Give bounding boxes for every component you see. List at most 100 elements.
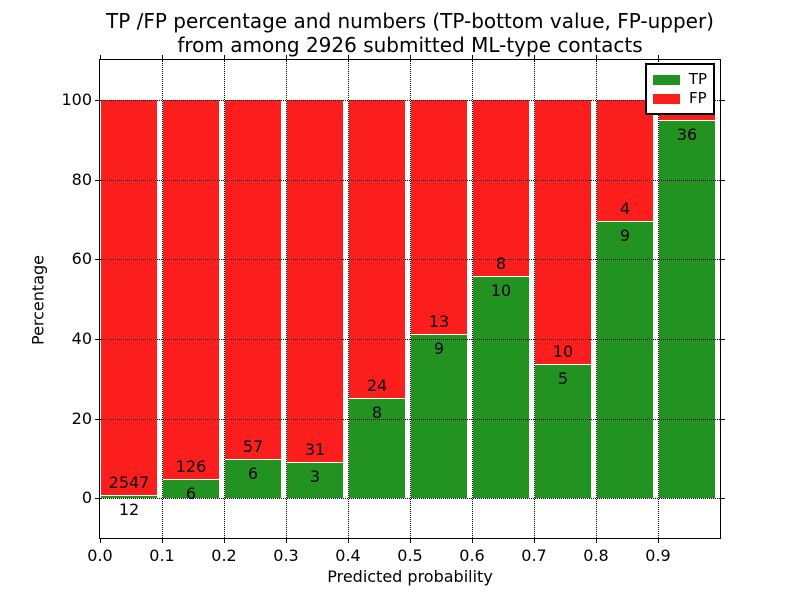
y-tick-label: 20 [71,408,92,428]
x-tick-label: 0.0 [87,546,113,565]
x-top-tick-mark [348,55,349,60]
fp-count-label: 2547 [108,473,150,493]
y-right-tick-mark [720,99,725,101]
h-gridline [100,259,720,261]
bar-fp-segment [597,99,653,223]
x-tick-mark [534,538,535,543]
x-tick-mark [472,538,473,543]
v-gridline [348,60,349,538]
tp-legend-label: TP [688,70,707,88]
bar-tp-segment [225,460,281,499]
h-gridline [100,179,720,181]
tp-count-label: 12 [118,500,140,520]
tp-count-label: 3 [309,467,321,487]
fp-count-label: 24 [366,375,388,395]
y-right-tick-mark [720,179,725,181]
bar-fp-segment [411,99,467,336]
tp-count-label: 6 [185,484,197,504]
tp-count-label: 6 [247,464,259,484]
bar-tp-segment [535,365,591,499]
v-gridline [472,60,473,538]
v-gridline [286,60,287,538]
x-axis-label: Predicted probability [327,567,493,586]
x-top-tick-mark [472,55,473,60]
x-top-tick-mark [534,55,535,60]
x-tick-label: 0.5 [397,546,423,565]
chart-title-line2: from among 2926 submitted ML-type contac… [177,33,643,57]
bar-fp-segment [163,99,219,481]
h-gridline [100,338,720,340]
legend-item-tp: TP [653,71,707,88]
fp-legend-swatch [653,93,680,104]
x-tick-mark [100,538,101,543]
tp-legend-swatch [653,74,680,85]
y-tick-label: 100 [61,89,92,109]
y-tick-mark [95,99,100,101]
bar-fp-segment [101,99,157,497]
y-tick-mark [95,498,100,500]
y-tick-mark [95,259,100,261]
x-top-tick-mark [162,55,163,60]
v-gridline [658,60,659,538]
v-gridline [410,60,411,538]
bar-fp-segment [349,99,405,399]
x-top-tick-mark [596,55,597,60]
fp-legend-label: FP [689,89,707,107]
x-tick-label: 0.1 [149,546,175,565]
bar-tp-segment [163,480,219,499]
x-tick-mark [658,538,659,543]
bar-fp-segment [473,99,529,277]
y-tick-label: 60 [71,249,92,269]
x-tick-label: 0.8 [583,546,609,565]
v-gridline [162,60,163,538]
y-tick-mark [95,179,100,181]
bar-tp-segment [597,222,653,499]
chart-title: TP /FP percentage and numbers (TP-bottom… [100,9,720,57]
y-tick-label: 0 [81,488,92,508]
x-tick-mark [286,538,287,543]
fp-count-label: 13 [428,312,450,332]
x-tick-mark [596,538,597,543]
y-tick-mark [95,338,100,340]
bar-fp-segment [225,99,281,461]
plot-area [98,58,721,539]
bar-tp-segment [101,496,157,499]
bar-tp-segment [659,120,715,499]
x-tick-label: 0.3 [273,546,299,565]
x-tick-mark [348,538,349,543]
fp-count-label: 31 [304,440,326,460]
tp-count-label: 9 [433,339,445,359]
fp-count-label: 10 [552,342,574,362]
bar-tp-segment [411,335,467,499]
x-tick-mark [162,538,163,543]
y-tick-label: 80 [71,169,92,189]
bar-tp-segment [473,276,529,499]
x-tick-label: 0.7 [521,546,547,565]
tp-count-label: 8 [371,402,383,422]
y-tick-mark [95,418,100,420]
x-top-tick-mark [658,55,659,60]
x-tick-label: 0.4 [335,546,361,565]
x-top-tick-mark [410,55,411,60]
tp-count-label: 5 [557,369,569,389]
x-top-tick-mark [100,55,101,60]
tp-count-label: 36 [676,124,698,144]
bar-fp-segment [287,99,343,463]
x-tick-label: 0.9 [645,546,671,565]
y-right-tick-mark [720,418,725,420]
v-gridline [534,60,535,538]
h-gridline [100,99,720,101]
tp-count-label: 9 [619,226,631,246]
chart-title-line1: TP /FP percentage and numbers (TP-bottom… [106,9,714,33]
fp-count-label: 57 [242,437,264,457]
legend-item-fp: FP [653,90,707,107]
bar-tp-segment [287,463,343,499]
bar-tp-segment [349,398,405,499]
tp-count-label: 10 [490,280,512,300]
x-tick-mark [410,538,411,543]
v-gridline [596,60,597,538]
h-gridline [100,498,720,500]
v-gridline [224,60,225,538]
y-right-tick-mark [720,259,725,261]
